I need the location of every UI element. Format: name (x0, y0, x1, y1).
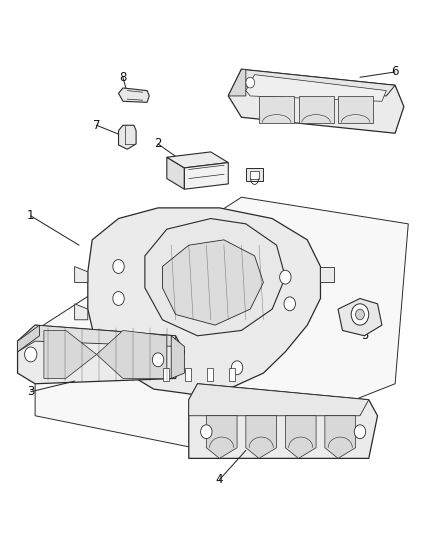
Polygon shape (184, 163, 228, 189)
Circle shape (279, 270, 290, 284)
Text: 6: 6 (390, 66, 398, 78)
Polygon shape (206, 416, 237, 458)
Polygon shape (74, 266, 88, 282)
Circle shape (200, 425, 212, 439)
Bar (163, 368, 169, 381)
Text: 8: 8 (119, 71, 126, 84)
Polygon shape (35, 197, 407, 453)
Bar (185, 368, 191, 381)
Bar (229, 368, 235, 381)
Polygon shape (228, 69, 245, 96)
Circle shape (353, 425, 365, 439)
Text: 7: 7 (92, 119, 100, 132)
Bar (207, 368, 213, 381)
Polygon shape (245, 168, 263, 181)
Circle shape (231, 361, 242, 375)
Polygon shape (188, 384, 368, 416)
Polygon shape (166, 152, 228, 168)
Polygon shape (18, 325, 184, 384)
Text: 5: 5 (360, 329, 367, 342)
Polygon shape (162, 240, 263, 325)
Polygon shape (228, 69, 394, 96)
Polygon shape (96, 330, 166, 378)
Circle shape (350, 304, 368, 325)
Polygon shape (228, 69, 403, 133)
Circle shape (152, 353, 163, 367)
Circle shape (283, 297, 295, 311)
Polygon shape (337, 298, 381, 336)
Polygon shape (245, 416, 276, 458)
Circle shape (113, 292, 124, 305)
Polygon shape (118, 125, 136, 149)
Polygon shape (245, 75, 385, 101)
Polygon shape (324, 416, 355, 458)
Circle shape (113, 260, 124, 273)
Polygon shape (118, 88, 149, 102)
Polygon shape (166, 157, 184, 189)
Polygon shape (74, 304, 88, 320)
Polygon shape (320, 266, 333, 282)
Polygon shape (171, 336, 184, 378)
Polygon shape (188, 384, 377, 458)
Polygon shape (250, 171, 258, 179)
Polygon shape (18, 325, 175, 352)
Polygon shape (298, 96, 333, 123)
Polygon shape (285, 416, 315, 458)
Text: 1: 1 (27, 209, 35, 222)
Circle shape (355, 309, 364, 320)
Circle shape (25, 347, 37, 362)
Text: 3: 3 (27, 385, 34, 398)
Text: 2: 2 (154, 138, 162, 150)
Polygon shape (18, 325, 39, 352)
Circle shape (245, 77, 254, 88)
Polygon shape (337, 96, 372, 123)
Text: 4: 4 (215, 473, 223, 486)
Polygon shape (44, 330, 96, 378)
Polygon shape (258, 96, 293, 123)
Polygon shape (145, 219, 285, 336)
Polygon shape (88, 208, 320, 394)
